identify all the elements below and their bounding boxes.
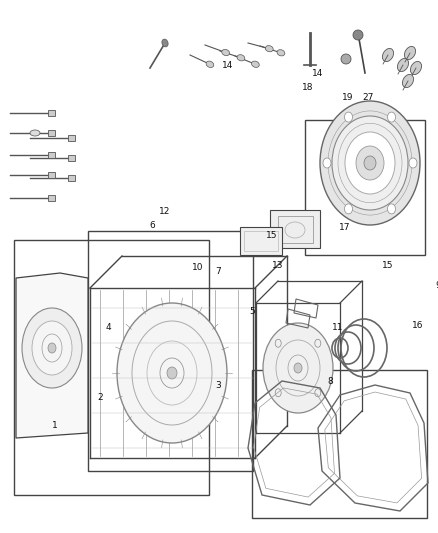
Ellipse shape	[263, 323, 333, 413]
Text: 9: 9	[435, 280, 438, 289]
Text: 19: 19	[342, 93, 354, 102]
Text: 3: 3	[215, 381, 221, 390]
Bar	[305, 120, 425, 255]
Bar	[270, 210, 320, 248]
Ellipse shape	[403, 75, 413, 87]
Ellipse shape	[345, 112, 353, 122]
Text: 15: 15	[266, 230, 278, 239]
Bar	[68, 135, 75, 141]
Ellipse shape	[356, 146, 384, 180]
Ellipse shape	[332, 116, 408, 210]
Text: 1: 1	[52, 421, 58, 430]
Bar	[48, 130, 55, 136]
Text: 16: 16	[412, 320, 424, 329]
Text: 14: 14	[223, 61, 234, 69]
Text: 10: 10	[192, 263, 204, 272]
Bar	[244, 231, 278, 251]
Ellipse shape	[364, 156, 376, 170]
Ellipse shape	[294, 363, 302, 373]
Ellipse shape	[22, 308, 82, 388]
Text: 15: 15	[382, 261, 394, 270]
Bar	[68, 155, 75, 161]
Text: 12: 12	[159, 206, 171, 215]
Ellipse shape	[345, 132, 395, 194]
Ellipse shape	[341, 54, 351, 64]
Text: 2: 2	[97, 393, 103, 402]
Bar	[68, 175, 75, 181]
Ellipse shape	[117, 303, 227, 443]
Ellipse shape	[388, 112, 396, 122]
Text: 14: 14	[312, 69, 324, 77]
Text: 4: 4	[105, 324, 111, 333]
Text: 8: 8	[327, 376, 333, 385]
Text: 6: 6	[149, 221, 155, 230]
Text: 17: 17	[339, 223, 351, 232]
Ellipse shape	[404, 46, 416, 60]
Ellipse shape	[382, 49, 394, 61]
Polygon shape	[16, 273, 88, 438]
Ellipse shape	[388, 204, 396, 214]
Bar	[48, 110, 55, 116]
Ellipse shape	[30, 130, 40, 136]
Bar	[88, 231, 253, 471]
Ellipse shape	[32, 321, 72, 375]
Text: 11: 11	[332, 324, 344, 333]
Bar	[278, 216, 313, 243]
Ellipse shape	[345, 204, 353, 214]
Bar	[252, 370, 427, 518]
Bar	[240, 227, 282, 255]
Ellipse shape	[323, 158, 331, 168]
Ellipse shape	[353, 30, 363, 40]
Text: 27: 27	[362, 93, 374, 102]
Bar	[48, 152, 55, 158]
Ellipse shape	[397, 59, 409, 71]
Ellipse shape	[251, 61, 259, 67]
Bar	[48, 195, 55, 201]
Text: 18: 18	[302, 84, 314, 93]
Ellipse shape	[409, 158, 417, 168]
Bar	[48, 172, 55, 178]
Ellipse shape	[275, 218, 285, 228]
Ellipse shape	[320, 101, 420, 225]
Ellipse shape	[48, 343, 56, 353]
Ellipse shape	[237, 55, 245, 61]
Ellipse shape	[162, 39, 168, 47]
Ellipse shape	[167, 367, 177, 379]
Ellipse shape	[410, 61, 421, 75]
Ellipse shape	[222, 50, 230, 55]
Text: 5: 5	[249, 306, 255, 316]
Ellipse shape	[277, 50, 285, 56]
Ellipse shape	[265, 46, 273, 52]
Ellipse shape	[206, 61, 214, 68]
Text: 13: 13	[272, 261, 284, 270]
Text: 7: 7	[215, 266, 221, 276]
Bar	[14, 240, 209, 495]
